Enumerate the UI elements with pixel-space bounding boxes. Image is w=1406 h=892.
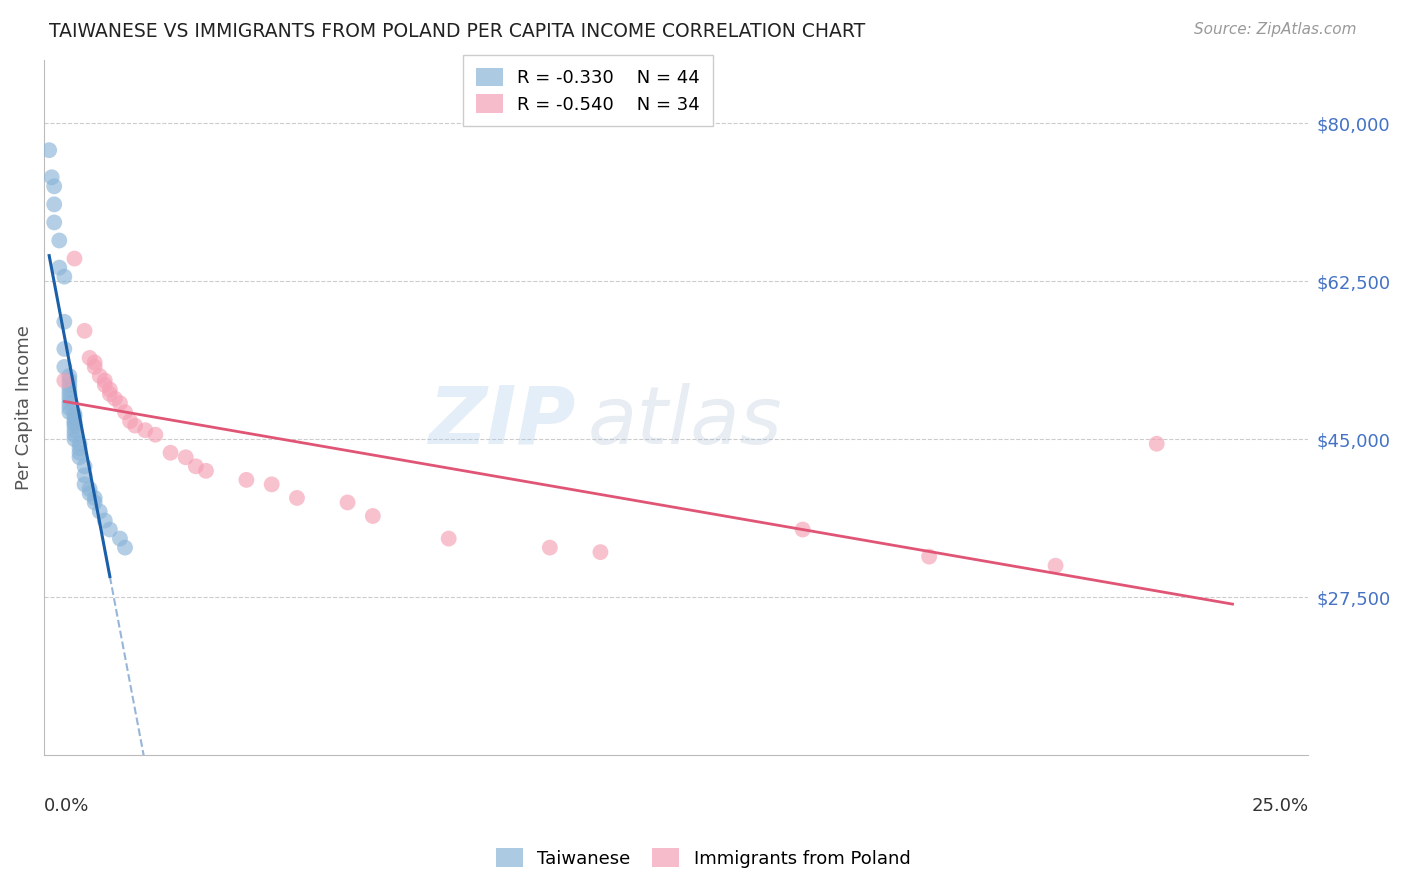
Point: [44, 215, 66, 229]
Point: [174, 450, 197, 465]
Point: [134, 423, 156, 437]
Point: [63, 418, 86, 433]
Point: [58, 369, 80, 384]
Point: [114, 405, 136, 419]
Point: [94, 378, 117, 392]
Point: [63, 252, 86, 266]
Text: 25.0%: 25.0%: [1251, 797, 1309, 815]
Point: [44, 179, 66, 194]
Point: [58, 383, 80, 397]
Point: [63, 407, 86, 421]
Point: [58, 405, 80, 419]
Point: [114, 541, 136, 555]
Point: [58, 374, 80, 388]
Point: [79, 486, 101, 500]
Point: [58, 401, 80, 415]
Point: [41, 170, 63, 185]
Point: [120, 414, 142, 428]
Point: [73, 459, 96, 474]
Point: [44, 197, 66, 211]
Point: [53, 342, 76, 356]
Point: [63, 409, 86, 424]
Point: [538, 541, 561, 555]
Point: [104, 392, 127, 406]
Point: [437, 532, 460, 546]
Point: [361, 508, 384, 523]
Point: [73, 324, 96, 338]
Point: [194, 464, 217, 478]
Point: [89, 369, 111, 384]
Point: [73, 477, 96, 491]
Point: [1045, 558, 1067, 573]
Point: [83, 359, 105, 374]
Point: [83, 355, 105, 369]
Point: [58, 392, 80, 406]
Point: [83, 495, 105, 509]
Point: [63, 427, 86, 442]
Point: [184, 459, 207, 474]
Point: [285, 491, 308, 505]
Point: [69, 450, 91, 465]
Point: [108, 532, 131, 546]
Point: [53, 374, 76, 388]
Point: [589, 545, 612, 559]
Text: atlas: atlas: [588, 383, 783, 460]
Point: [98, 387, 121, 401]
Point: [53, 359, 76, 374]
Point: [69, 436, 91, 450]
Point: [79, 351, 101, 365]
Point: [89, 504, 111, 518]
Point: [235, 473, 257, 487]
Y-axis label: Per Capita Income: Per Capita Income: [15, 326, 32, 490]
Point: [98, 383, 121, 397]
Point: [94, 514, 117, 528]
Point: [108, 396, 131, 410]
Point: [918, 549, 941, 564]
Point: [48, 260, 70, 275]
Point: [124, 418, 146, 433]
Point: [94, 374, 117, 388]
Point: [58, 378, 80, 392]
Point: [63, 416, 86, 430]
Point: [69, 442, 91, 456]
Point: [145, 427, 167, 442]
Point: [48, 234, 70, 248]
Point: [63, 432, 86, 446]
Point: [53, 269, 76, 284]
Point: [38, 143, 60, 157]
Text: ZIP: ZIP: [427, 383, 575, 460]
Point: [69, 446, 91, 460]
Text: TAIWANESE VS IMMIGRANTS FROM POLAND PER CAPITA INCOME CORRELATION CHART: TAIWANESE VS IMMIGRANTS FROM POLAND PER …: [49, 22, 866, 41]
Point: [79, 482, 101, 496]
Text: 0.0%: 0.0%: [44, 797, 90, 815]
Point: [159, 446, 181, 460]
Point: [53, 315, 76, 329]
Legend: R = -0.330    N = 44, R = -0.540    N = 34: R = -0.330 N = 44, R = -0.540 N = 34: [463, 55, 713, 126]
Point: [83, 491, 105, 505]
Point: [792, 523, 814, 537]
Point: [63, 414, 86, 428]
Point: [336, 495, 359, 509]
Point: [260, 477, 283, 491]
Point: [58, 387, 80, 401]
Point: [63, 423, 86, 437]
Point: [1146, 436, 1168, 450]
Point: [73, 468, 96, 483]
Text: Source: ZipAtlas.com: Source: ZipAtlas.com: [1194, 22, 1357, 37]
Point: [58, 396, 80, 410]
Legend: Taiwanese, Immigrants from Poland: Taiwanese, Immigrants from Poland: [485, 838, 921, 879]
Point: [98, 523, 121, 537]
